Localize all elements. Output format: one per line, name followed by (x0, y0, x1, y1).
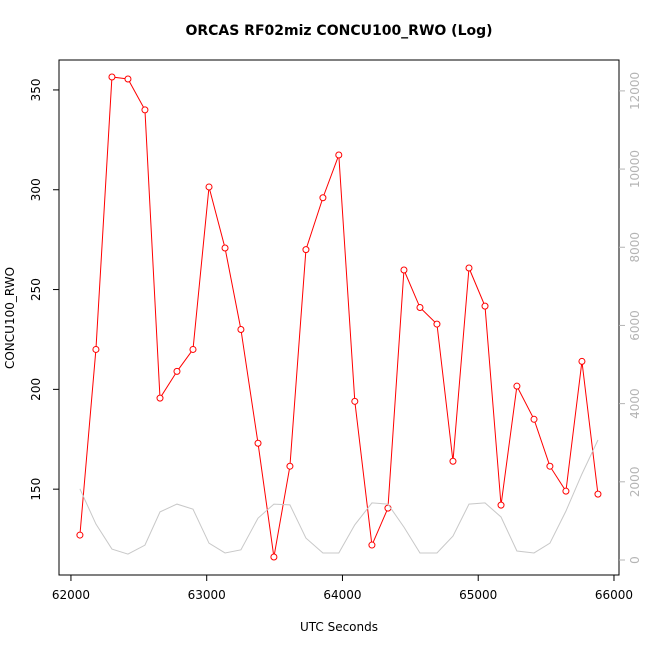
x-tick-label: 66000 (595, 588, 633, 602)
point (351, 397, 359, 405)
point (335, 151, 343, 159)
point (156, 394, 164, 402)
y2-tick-label: 2000 (628, 467, 642, 498)
point (173, 367, 181, 375)
point (416, 304, 424, 312)
y-axis-label: CONCU100_RWO (3, 267, 17, 369)
point (481, 302, 489, 310)
point (465, 264, 473, 272)
point (286, 462, 294, 470)
point (302, 246, 310, 254)
x-tick-label: 62000 (52, 588, 90, 602)
point (578, 357, 586, 365)
point (92, 345, 100, 353)
point (594, 490, 602, 498)
point (513, 382, 521, 390)
y-tick-label: 200 (29, 378, 43, 401)
y-tick-label: 350 (29, 78, 43, 101)
y2-tick-label: 6000 (628, 310, 642, 341)
point (319, 194, 327, 202)
y2-tick-label: 8000 (628, 232, 642, 263)
y2-tick-label: 4000 (628, 388, 642, 419)
x-tick-label: 63000 (188, 588, 226, 602)
point (562, 487, 570, 495)
point (124, 75, 132, 83)
x-tick-label: 64000 (323, 588, 361, 602)
point (141, 106, 149, 114)
y2-tick-label: 0 (628, 556, 642, 564)
point (108, 73, 116, 81)
point (384, 504, 392, 512)
chart-title: ORCAS RF02miz CONCU100_RWO (Log) (185, 23, 492, 39)
x-axis-label: UTC Seconds (300, 620, 378, 634)
x-tick-label: 65000 (459, 588, 497, 602)
point (546, 462, 554, 470)
point (76, 531, 84, 539)
point (400, 266, 408, 274)
series-line (79, 439, 599, 555)
y-tick-label: 300 (29, 178, 43, 201)
series-line (79, 76, 599, 558)
point (221, 244, 229, 252)
point (205, 183, 213, 191)
point (237, 325, 245, 333)
point (449, 457, 457, 465)
y-tick-label: 250 (29, 278, 43, 301)
point (530, 415, 538, 423)
y2-tick-label: 10000 (628, 150, 642, 188)
y2-tick-label: 12000 (628, 72, 642, 110)
point (270, 553, 278, 561)
y-tick-label: 150 (29, 478, 43, 501)
point (368, 541, 376, 549)
point (254, 439, 262, 447)
point (433, 320, 441, 328)
plot-frame (58, 59, 620, 576)
point (189, 345, 197, 353)
point (497, 501, 505, 509)
